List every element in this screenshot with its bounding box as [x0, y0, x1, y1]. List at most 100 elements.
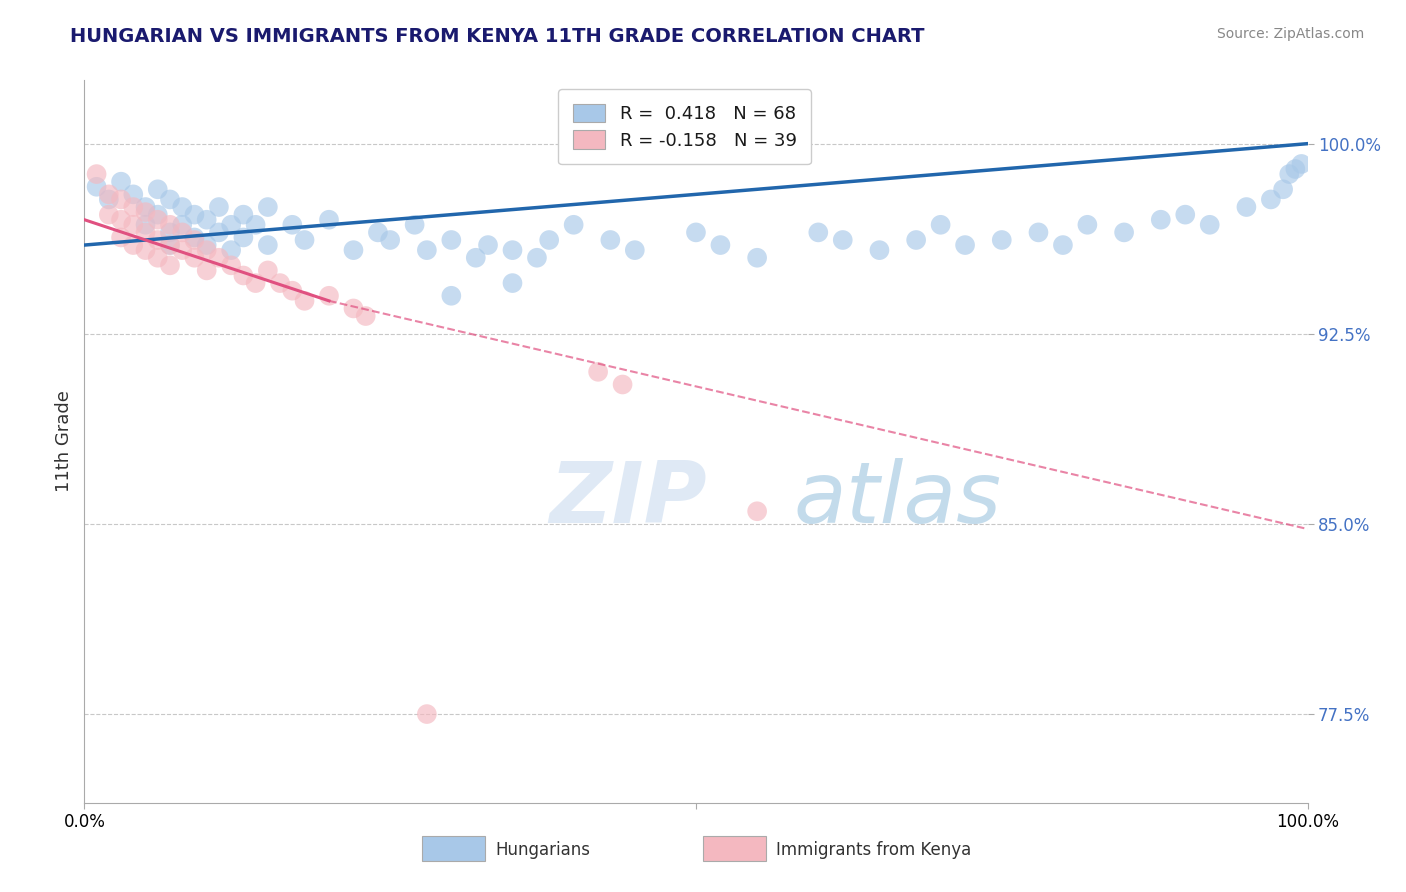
- Point: [208, 251, 231, 265]
- Point: [172, 200, 194, 214]
- Point: [624, 243, 647, 257]
- Point: [747, 504, 769, 518]
- Point: [538, 233, 561, 247]
- Point: [1076, 218, 1098, 232]
- Text: atlas: atlas: [794, 458, 1002, 541]
- Point: [1278, 167, 1301, 181]
- Point: [477, 238, 499, 252]
- Text: Immigrants from Kenya: Immigrants from Kenya: [776, 841, 972, 859]
- Point: [440, 289, 463, 303]
- Point: [159, 238, 181, 252]
- Point: [245, 218, 267, 232]
- Point: [953, 238, 976, 252]
- Point: [342, 243, 364, 257]
- Point: [159, 193, 181, 207]
- Point: [526, 251, 548, 265]
- Point: [342, 301, 364, 316]
- Point: [146, 208, 169, 222]
- Point: [612, 377, 634, 392]
- Point: [110, 212, 132, 227]
- Point: [172, 226, 194, 240]
- Point: [86, 167, 108, 181]
- Point: [146, 212, 169, 227]
- Point: [685, 226, 707, 240]
- Point: [122, 238, 145, 252]
- Y-axis label: 11th Grade: 11th Grade: [55, 391, 73, 492]
- Point: [146, 233, 169, 247]
- Point: [183, 230, 205, 244]
- Text: ZIP: ZIP: [550, 458, 707, 541]
- Point: [159, 238, 181, 252]
- Point: [172, 243, 194, 257]
- Point: [110, 230, 132, 244]
- Point: [122, 200, 145, 214]
- Point: [146, 182, 169, 196]
- Point: [1260, 193, 1282, 207]
- Point: [1028, 226, 1050, 240]
- Text: Hungarians: Hungarians: [495, 841, 591, 859]
- Point: [172, 218, 194, 232]
- Point: [318, 289, 340, 303]
- Point: [135, 226, 157, 240]
- Point: [135, 243, 157, 257]
- Point: [208, 200, 231, 214]
- Point: [929, 218, 952, 232]
- Point: [219, 258, 242, 272]
- Point: [195, 243, 218, 257]
- Point: [1114, 226, 1136, 240]
- Point: [245, 276, 267, 290]
- Point: [1052, 238, 1074, 252]
- Point: [232, 208, 254, 222]
- Point: [831, 233, 853, 247]
- Point: [416, 707, 439, 722]
- Point: [354, 309, 377, 323]
- Point: [586, 365, 609, 379]
- Point: [294, 233, 316, 247]
- Point: [1291, 157, 1313, 171]
- Point: [122, 218, 145, 232]
- Point: [380, 233, 402, 247]
- Point: [367, 226, 389, 240]
- Point: [404, 218, 426, 232]
- Point: [208, 226, 231, 240]
- Text: Source: ZipAtlas.com: Source: ZipAtlas.com: [1216, 27, 1364, 41]
- Point: [135, 200, 157, 214]
- Point: [257, 263, 280, 277]
- Point: [195, 212, 218, 227]
- Point: [219, 243, 242, 257]
- Point: [599, 233, 621, 247]
- Point: [110, 193, 132, 207]
- Point: [159, 226, 181, 240]
- Point: [183, 233, 205, 247]
- Point: [110, 175, 132, 189]
- Point: [146, 251, 169, 265]
- Point: [440, 233, 463, 247]
- Text: HUNGARIAN VS IMMIGRANTS FROM KENYA 11TH GRADE CORRELATION CHART: HUNGARIAN VS IMMIGRANTS FROM KENYA 11TH …: [70, 27, 925, 45]
- Point: [318, 212, 340, 227]
- Point: [269, 276, 291, 290]
- Point: [281, 284, 304, 298]
- Point: [232, 268, 254, 283]
- Point: [1284, 161, 1306, 176]
- Point: [135, 205, 157, 219]
- Point: [869, 243, 891, 257]
- Point: [257, 238, 280, 252]
- Point: [281, 218, 304, 232]
- Point: [97, 193, 120, 207]
- Point: [183, 208, 205, 222]
- Point: [97, 208, 120, 222]
- Point: [709, 238, 731, 252]
- Point: [807, 226, 830, 240]
- Legend: R =  0.418   N = 68, R = -0.158   N = 39: R = 0.418 N = 68, R = -0.158 N = 39: [558, 89, 811, 164]
- Point: [122, 187, 145, 202]
- Point: [1198, 218, 1220, 232]
- Point: [195, 238, 218, 252]
- Point: [159, 218, 181, 232]
- Point: [294, 293, 316, 308]
- Point: [747, 251, 769, 265]
- Point: [991, 233, 1014, 247]
- Point: [1150, 212, 1173, 227]
- Point: [905, 233, 928, 247]
- Point: [86, 179, 108, 194]
- Point: [1272, 182, 1295, 196]
